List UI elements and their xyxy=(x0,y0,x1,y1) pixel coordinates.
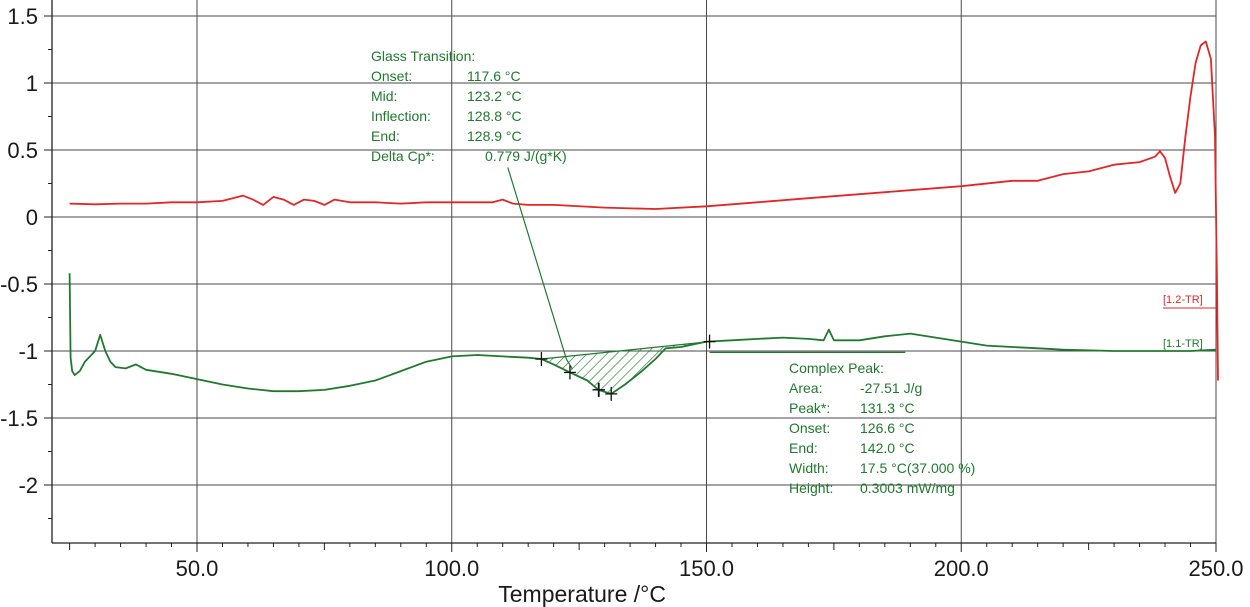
y-tick-label-2: 0.5 xyxy=(7,138,38,163)
gt-leader-foot xyxy=(565,358,573,370)
y-tick-label-6: -1.5 xyxy=(0,406,38,431)
gt-title: Glass Transition: xyxy=(371,48,475,64)
axis-labels: 50.0 100.0 150.0 200.0 250.0 1.5 1 0.5 0 -0.5 -1 -1… xyxy=(0,4,1243,607)
cp-title: Complex Peak: xyxy=(789,360,884,376)
axes xyxy=(44,0,1217,552)
gt-label-4: Delta Cp*: xyxy=(371,148,435,164)
cp-label-5: Height: xyxy=(789,480,833,496)
series-lines xyxy=(68,40,1219,395)
y-tick-label-3: 0 xyxy=(26,205,38,230)
cp-value-1: 131.3 °C xyxy=(860,400,915,416)
cp-value-0: -27.51 J/g xyxy=(860,380,922,396)
peak-area-hatch xyxy=(541,340,906,394)
gt-value-2: 128.8 °C xyxy=(467,108,522,124)
x-tick-label-4: 250.0 xyxy=(1188,556,1243,581)
gt-label-0: Onset: xyxy=(371,68,412,84)
cp-value-3: 142.0 °C xyxy=(860,440,915,456)
series-line-1 xyxy=(68,273,1217,395)
cp-value-5: 0.3003 mW/mg xyxy=(860,480,955,496)
cp-label-1: Peak*: xyxy=(789,400,830,416)
y-tick-label-7: -2 xyxy=(18,473,38,498)
x-tick-label-1: 100.0 xyxy=(424,556,479,581)
y-tick-label-1: 1 xyxy=(26,71,38,96)
peak-area-fill xyxy=(541,341,710,394)
grid-lines xyxy=(52,0,1217,543)
y-tick-label-5: -1 xyxy=(18,339,38,364)
trace-tag-1-2: [1.2-TR] xyxy=(1163,294,1203,306)
series-line-0 xyxy=(69,40,1219,381)
cp-value-4: 17.5 °C(37.000 %) xyxy=(860,460,975,476)
gt-value-0: 117.6 °C xyxy=(467,68,521,84)
cp-label-3: End: xyxy=(789,440,818,456)
gt-label-2: Inflection: xyxy=(371,108,431,124)
gt-label-1: Mid: xyxy=(371,88,397,104)
x-tick-label-3: 200.0 xyxy=(934,556,989,581)
peak-baseline xyxy=(541,340,710,360)
x-axis-title: Temperature /°C xyxy=(498,581,666,607)
x-tick-label-0: 50.0 xyxy=(176,556,219,581)
trace-tag-1-1: [1.1-TR] xyxy=(1163,338,1203,350)
annotations: [1.2-TR] [1.1-TR] Glass Transition: Onset: 1… xyxy=(371,48,1216,496)
gt-value-4: 0.779 J/(g*K) xyxy=(485,148,567,164)
gt-label-3: End: xyxy=(371,128,400,144)
gt-value-3: 128.9 °C xyxy=(467,128,522,144)
x-tick-label-2: 150.0 xyxy=(679,556,734,581)
y-tick-label-4: -0.5 xyxy=(0,272,38,297)
cp-label-4: Width: xyxy=(789,460,829,476)
gt-value-1: 123.2 °C xyxy=(467,88,522,104)
y-tick-label-0: 1.5 xyxy=(7,4,38,29)
gt-leader-line xyxy=(507,167,567,360)
cp-value-2: 126.6 °C xyxy=(860,420,915,436)
cp-label-0: Area: xyxy=(789,380,822,396)
cp-label-2: Onset: xyxy=(789,420,830,436)
